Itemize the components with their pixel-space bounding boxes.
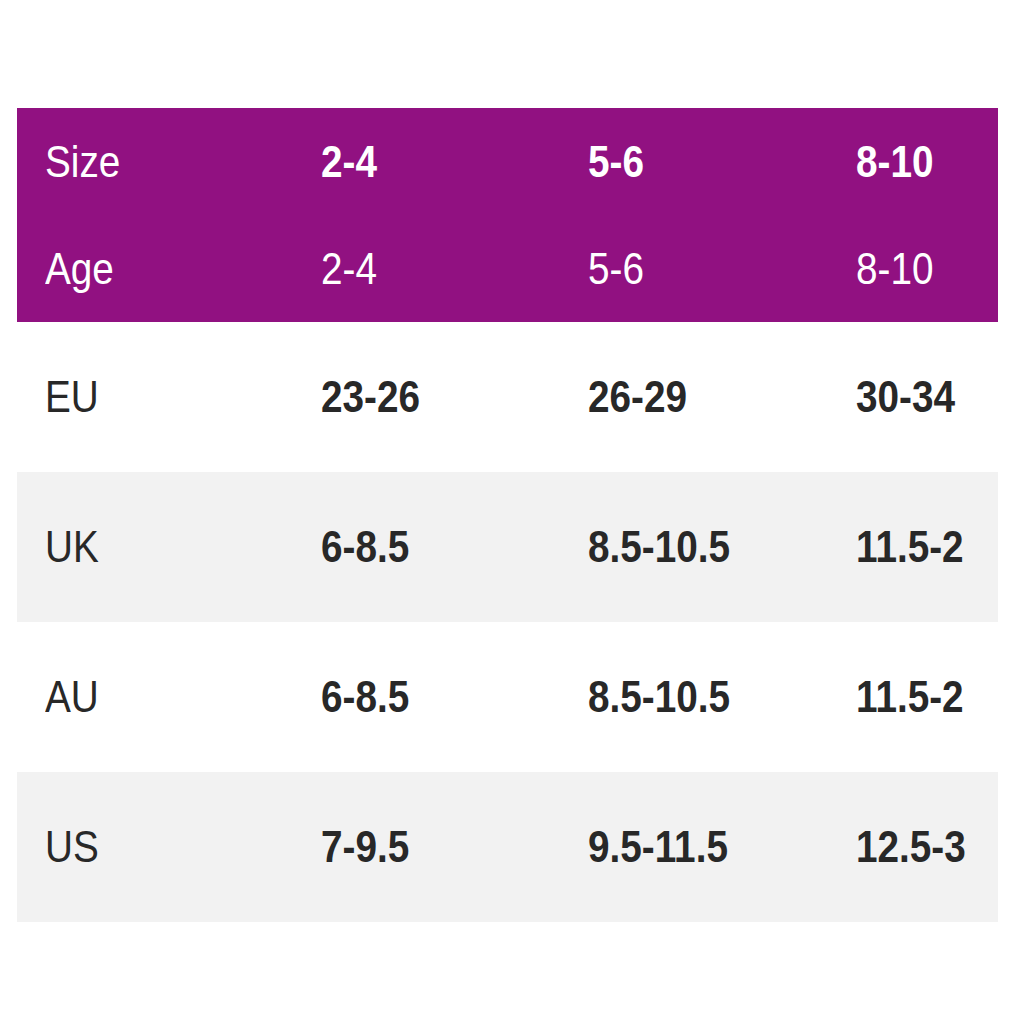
eu-value-3: 30-34 (856, 375, 981, 419)
us-value-1: 7-9.5 (321, 825, 556, 869)
header-size-value-2: 5-6 (588, 140, 824, 184)
header-age-value-3: 8-10 (856, 247, 981, 291)
row-label-uk: UK (45, 525, 288, 569)
table-row-us: US 7-9.5 9.5-11.5 12.5-3 (17, 772, 998, 922)
row-label-us: US (45, 825, 288, 869)
table-row-uk: UK 6-8.5 8.5-10.5 11.5-2 (17, 472, 998, 622)
table-row-au: AU 6-8.5 8.5-10.5 11.5-2 (17, 622, 998, 772)
header-size-value-3: 8-10 (856, 140, 981, 184)
header-size-value-1: 2-4 (321, 140, 556, 184)
size-chart-page: Size 2-4 5-6 8-10 Age 2-4 5-6 8-10 EU 23… (0, 0, 1024, 1024)
uk-value-2: 8.5-10.5 (588, 525, 824, 569)
uk-value-3: 11.5-2 (856, 525, 981, 569)
eu-value-2: 26-29 (588, 375, 824, 419)
row-label-eu: EU (45, 375, 288, 419)
us-value-2: 9.5-11.5 (588, 825, 824, 869)
row-label-au: AU (45, 675, 288, 719)
au-value-3: 11.5-2 (856, 675, 981, 719)
table-header: Size 2-4 5-6 8-10 Age 2-4 5-6 8-10 (17, 108, 998, 322)
header-row-age: Age 2-4 5-6 8-10 (17, 215, 998, 322)
table-row-eu: EU 23-26 26-29 30-34 (17, 322, 998, 472)
header-row-size: Size 2-4 5-6 8-10 (17, 108, 998, 215)
header-age-value-1: 2-4 (321, 247, 556, 291)
eu-value-1: 23-26 (321, 375, 556, 419)
table-body: EU 23-26 26-29 30-34 UK 6-8.5 8.5-10.5 1… (17, 322, 998, 922)
header-age-value-2: 5-6 (588, 247, 824, 291)
uk-value-1: 6-8.5 (321, 525, 556, 569)
header-label-size: Size (45, 140, 288, 184)
us-value-3: 12.5-3 (856, 825, 981, 869)
au-value-2: 8.5-10.5 (588, 675, 824, 719)
header-label-age: Age (45, 247, 288, 291)
au-value-1: 6-8.5 (321, 675, 556, 719)
size-chart-table: Size 2-4 5-6 8-10 Age 2-4 5-6 8-10 EU 23… (17, 108, 998, 922)
